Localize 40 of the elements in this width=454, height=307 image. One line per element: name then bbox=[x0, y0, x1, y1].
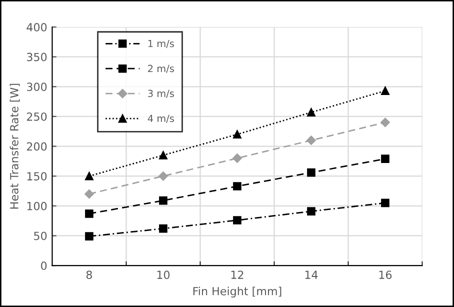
x-tick-label: 10 bbox=[157, 270, 170, 280]
point bbox=[307, 108, 316, 116]
point bbox=[233, 182, 242, 190]
legend-label: 2 m/s bbox=[148, 64, 174, 73]
legend-label: 3 m/s bbox=[148, 90, 174, 98]
point bbox=[307, 207, 316, 216]
x-tick-label: 12 bbox=[231, 270, 244, 279]
legend-label: 4 m/s bbox=[148, 114, 174, 123]
point bbox=[159, 224, 168, 233]
point bbox=[381, 198, 390, 208]
point bbox=[380, 118, 390, 128]
point bbox=[159, 151, 168, 160]
point bbox=[306, 136, 316, 145]
point bbox=[85, 172, 94, 180]
point bbox=[381, 154, 390, 163]
y-tick-label: 50 bbox=[34, 232, 47, 240]
point bbox=[307, 168, 316, 177]
point bbox=[233, 216, 242, 224]
y-tick-label: 250 bbox=[26, 112, 47, 121]
x-axis-title: Fin Height [mm] bbox=[193, 286, 282, 298]
y-tick-label: 300 bbox=[26, 82, 47, 92]
y-tick-label: 100 bbox=[27, 202, 47, 210]
legend-label: 1 m/s bbox=[148, 40, 174, 48]
point bbox=[158, 171, 168, 181]
point bbox=[85, 232, 94, 240]
point bbox=[85, 210, 94, 218]
point bbox=[232, 154, 242, 163]
y-tick-label: 150 bbox=[27, 172, 47, 180]
point bbox=[381, 86, 390, 95]
x-tick-label: 8 bbox=[86, 270, 92, 280]
y-tick-label: 350 bbox=[26, 52, 47, 62]
point bbox=[233, 130, 242, 139]
y-tick-label: 200 bbox=[26, 142, 47, 151]
x-tick-label: 16 bbox=[379, 270, 392, 280]
y-axis-title: Heat Transfer Rate [W] bbox=[10, 84, 20, 209]
x-tick-label: 14 bbox=[305, 270, 318, 279]
point bbox=[84, 189, 94, 199]
y-tick-label: 400 bbox=[26, 22, 47, 32]
point bbox=[159, 196, 168, 205]
y-tick-label: 0 bbox=[41, 262, 47, 270]
